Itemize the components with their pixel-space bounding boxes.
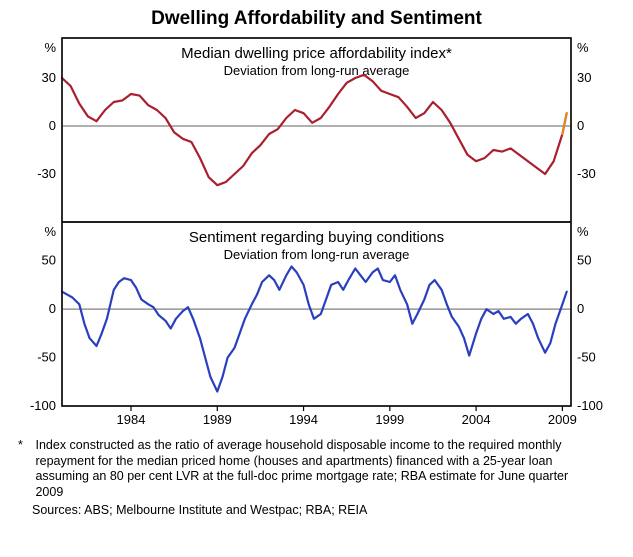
footnote-text: Index constructed as the ratio of averag…	[35, 438, 595, 501]
panel-subtitle: Deviation from long-run average	[224, 247, 410, 262]
panel-subtitle: Deviation from long-run average	[224, 63, 410, 78]
ytick-right: 50	[577, 253, 591, 268]
ytick-right: 30	[577, 70, 591, 85]
ytick-right: -30	[577, 166, 596, 181]
chart-title: Dwelling Affordability and Sentiment	[10, 8, 623, 30]
chart-container: Dwelling Affordability and Sentiment -30…	[0, 0, 633, 527]
ytick-left: -30	[37, 166, 56, 181]
footnote: * Index constructed as the ratio of aver…	[10, 432, 623, 501]
xtick-label: 1999	[375, 412, 404, 427]
y-unit-right: %	[577, 224, 589, 239]
xtick-label: 2004	[462, 412, 491, 427]
sources-text: Sources: ABS; Melbourne Institute and We…	[10, 501, 623, 517]
footnote-asterisk: *	[18, 438, 32, 454]
ytick-left: -100	[30, 398, 56, 413]
ytick-right: -50	[577, 350, 596, 365]
chart-svg: -30 -30 0 0 30 30%% Median dwelling price affo…	[10, 32, 623, 432]
panel-title: Median dwelling price affordability inde…	[181, 45, 452, 62]
y-unit-right: %	[577, 40, 589, 55]
ytick-right: -100	[577, 398, 603, 413]
xtick-label: 1989	[203, 412, 232, 427]
y-unit-left: %	[44, 40, 56, 55]
ytick-left: 50	[42, 253, 56, 268]
xtick-label: 1994	[289, 412, 318, 427]
ytick-right: 0	[577, 118, 584, 133]
panel-title: Sentiment regarding buying conditions	[189, 229, 444, 246]
y-unit-left: %	[44, 224, 56, 239]
xtick-label: 2009	[548, 412, 577, 427]
ytick-right: 0	[577, 301, 584, 316]
ytick-left: 0	[49, 118, 56, 133]
xtick-label: 1984	[117, 412, 146, 427]
ytick-left: 30	[42, 70, 56, 85]
ytick-left: -50	[37, 350, 56, 365]
ytick-left: 0	[49, 301, 56, 316]
